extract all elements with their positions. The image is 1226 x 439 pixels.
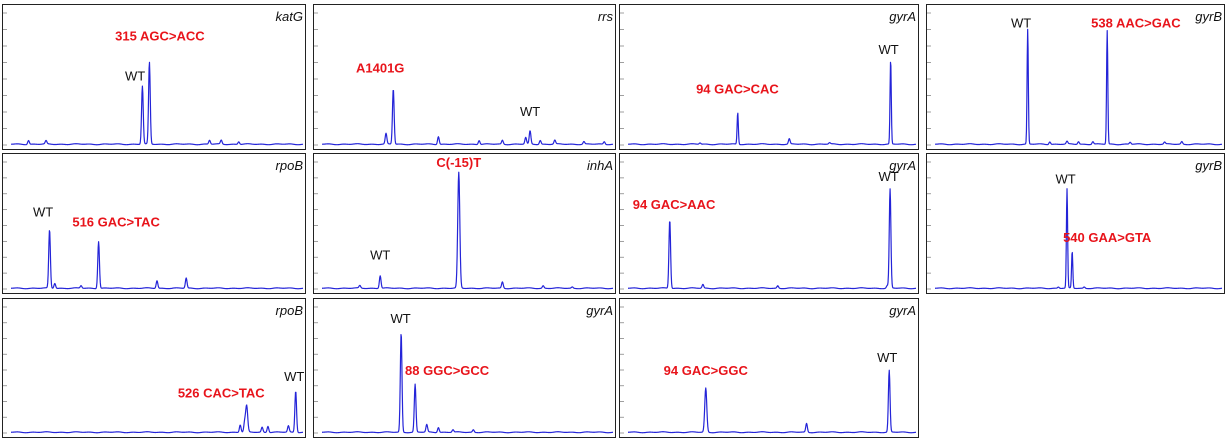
panel-gyra-88: gyrA WT 88 GGC>GCC bbox=[313, 298, 616, 438]
wt-peak-label: WT bbox=[125, 68, 145, 83]
wt-peak-label: WT bbox=[1055, 171, 1075, 186]
wt-peak-label: WT bbox=[877, 350, 897, 365]
chromatogram-plot: rpoB WT 526 CAC>TAC bbox=[3, 303, 304, 434]
chromatogram-plot: katG WT 315 AGC>ACC bbox=[3, 9, 304, 146]
gene-label: katG bbox=[276, 9, 303, 24]
mutation-peak-label: 94 GAC>CAC bbox=[696, 81, 779, 96]
gene-label: rpoB bbox=[276, 158, 304, 173]
chromatogram-trace bbox=[321, 333, 614, 434]
mutation-peak-label: 315 AGC>ACC bbox=[115, 29, 205, 44]
chromatogram-plot: rrs WT A1401G bbox=[314, 9, 614, 146]
panel-gyra-94-aac: gyrA WT 94 GAC>AAC bbox=[619, 153, 919, 294]
mutation-peak-label: C(-15)T bbox=[436, 155, 481, 170]
panel-rpob-516: rpoB WT 516 GAC>TAC bbox=[2, 153, 306, 294]
chromatogram-trace bbox=[321, 89, 614, 146]
gene-label: gyrB bbox=[1195, 9, 1222, 24]
chromatogram-trace bbox=[321, 171, 614, 290]
chromatogram-trace bbox=[934, 188, 1223, 290]
chromatogram-trace bbox=[627, 61, 917, 146]
chromatogram-trace bbox=[934, 28, 1223, 146]
panel-gyra-94-cac: gyrA WT 94 GAC>CAC bbox=[619, 4, 919, 150]
panel-katg-315: katG WT 315 AGC>ACC bbox=[2, 4, 306, 150]
wt-peak-label: WT bbox=[33, 204, 53, 219]
mutation-peak-label: 526 CAC>TAC bbox=[178, 386, 265, 401]
gene-label: rrs bbox=[598, 9, 614, 24]
chromatogram-trace bbox=[10, 391, 304, 434]
wt-peak-label: WT bbox=[284, 369, 304, 384]
mutation-peak-label: 94 GAC>GGC bbox=[664, 363, 749, 378]
mutation-peak-label: 540 GAA>GTA bbox=[1063, 230, 1152, 245]
mutation-peak-label: 88 GGC>GCC bbox=[405, 363, 490, 378]
panel-rpob-526: rpoB WT 526 CAC>TAC bbox=[2, 298, 306, 438]
gene-label: gyrA bbox=[586, 303, 613, 318]
chromatogram-trace bbox=[10, 230, 304, 290]
chromatogram-trace bbox=[627, 369, 917, 434]
gene-label: gyrB bbox=[1195, 158, 1222, 173]
panel-rrs-1401: rrs WT A1401G bbox=[313, 4, 616, 150]
chromatogram-plot: inhA WT C(-15)T bbox=[314, 155, 614, 290]
gene-label: gyrA bbox=[889, 303, 916, 318]
chromatogram-plot: gyrA WT 88 GGC>GCC bbox=[314, 303, 614, 434]
panel-gyrb-538: gyrB WT 538 AAC>GAC bbox=[926, 4, 1225, 150]
chromatogram-plot: gyrB WT 540 GAA>GTA bbox=[927, 158, 1223, 290]
chromatogram-plot: gyrB WT 538 AAC>GAC bbox=[927, 9, 1223, 146]
mutation-peak-label: 538 AAC>GAC bbox=[1091, 15, 1181, 30]
wt-peak-label: WT bbox=[390, 311, 410, 326]
mutation-peak-label: 94 GAC>AAC bbox=[633, 197, 716, 212]
chromatogram-trace bbox=[10, 61, 304, 146]
wt-peak-label: WT bbox=[520, 104, 540, 119]
chromatogram-trace bbox=[627, 188, 917, 290]
wt-peak-label: WT bbox=[1011, 15, 1031, 30]
wt-peak-label: WT bbox=[879, 42, 899, 57]
gene-label: inhA bbox=[587, 158, 613, 173]
wt-peak-label: WT bbox=[370, 248, 390, 263]
mutation-peak-label: A1401G bbox=[356, 60, 404, 75]
panel-gyrb-540: gyrB WT 540 GAA>GTA bbox=[926, 153, 1225, 294]
gene-label: gyrA bbox=[889, 158, 916, 173]
panel-gyra-94-ggc: gyrA WT 94 GAC>GGC bbox=[619, 298, 919, 438]
gene-label: gyrA bbox=[889, 9, 916, 24]
chromatogram-plot: gyrA WT 94 GAC>GGC bbox=[620, 303, 917, 434]
mutation-peak-label: 516 GAC>TAC bbox=[72, 215, 160, 230]
chromatogram-plot: gyrA WT 94 GAC>CAC bbox=[620, 9, 917, 146]
panel-inha-c15t: inhA WT C(-15)T bbox=[313, 153, 616, 294]
gene-label: rpoB bbox=[276, 303, 304, 318]
wt-peak-label: WT bbox=[879, 169, 899, 184]
chromatogram-plot: rpoB WT 516 GAC>TAC bbox=[3, 158, 304, 290]
